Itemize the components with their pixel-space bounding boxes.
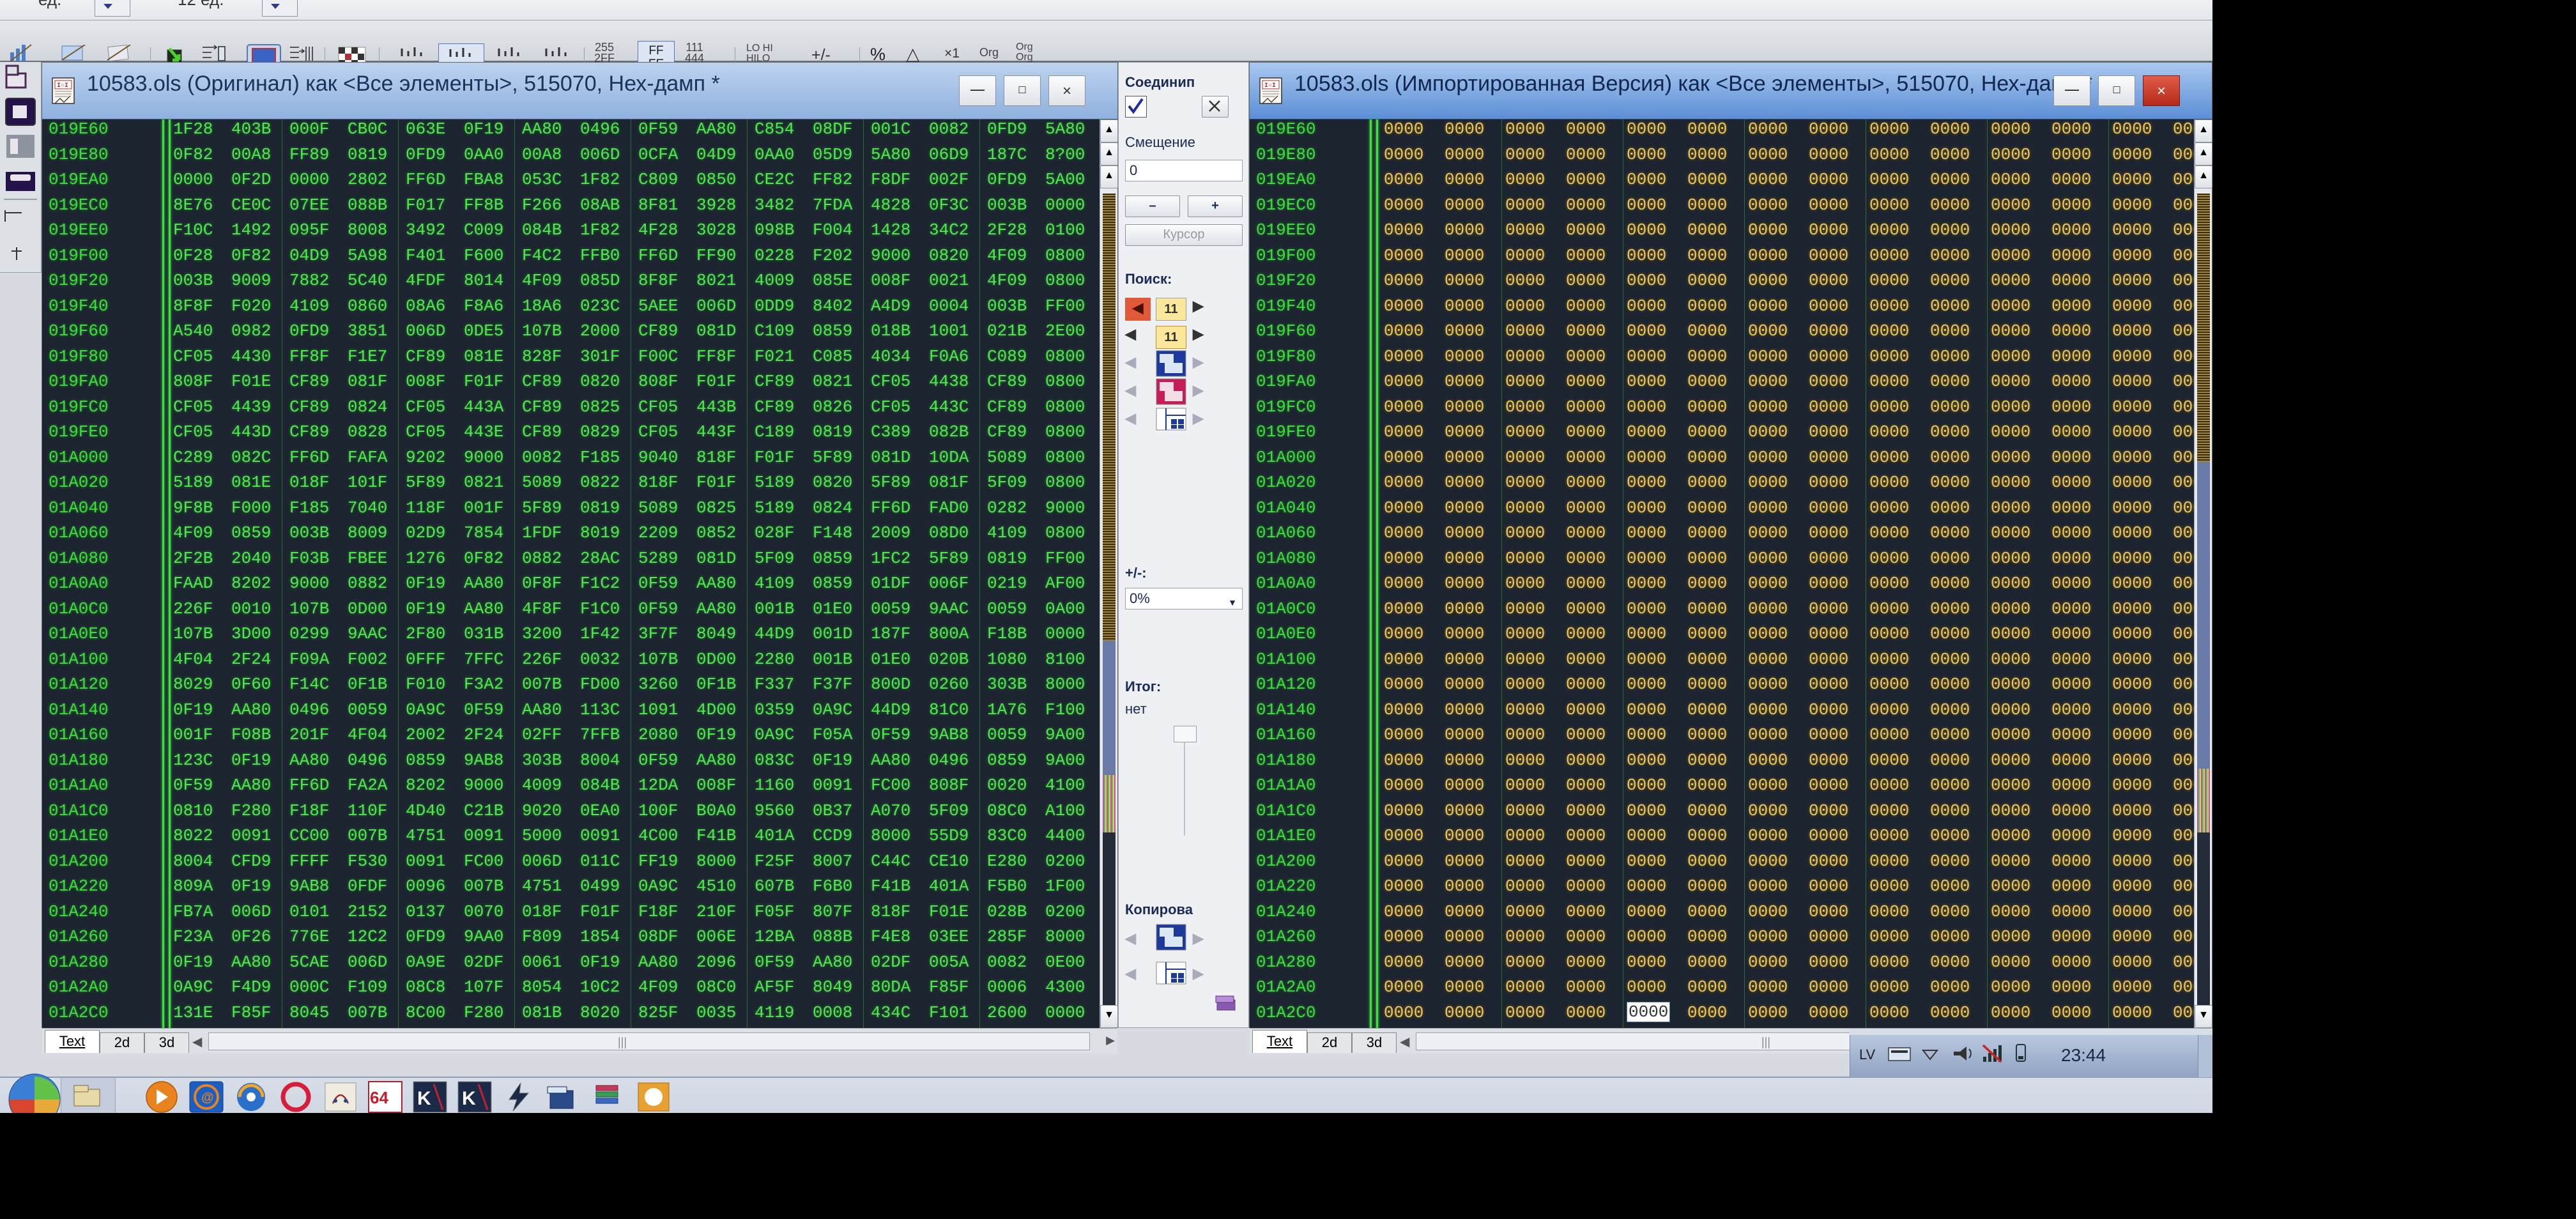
svg-text:64: 64: [370, 1088, 388, 1107]
svg-text:K: K: [462, 1088, 476, 1109]
svg-text:I○I: I○I: [1264, 82, 1276, 89]
svg-text:I○I: I○I: [57, 82, 68, 89]
svg-text:@: @: [201, 1091, 214, 1105]
svg-text:K: K: [417, 1088, 431, 1109]
